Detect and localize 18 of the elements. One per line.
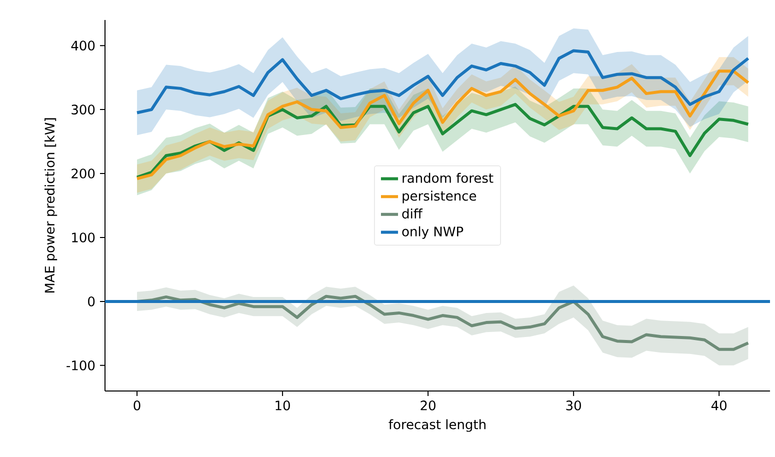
legend-label: persistence: [402, 190, 476, 204]
legend-label: random forest: [402, 172, 494, 183]
y-tick-label: -100: [66, 360, 95, 370]
y-axis-title: MAE power prediction [kW]: [44, 118, 58, 293]
line-series: [136, 49, 750, 114]
y-tick-label: 300: [72, 104, 95, 114]
x-tick-label: 30: [566, 400, 581, 410]
y-tick-label: 400: [71, 40, 95, 50]
y-tick-label: 100: [72, 232, 95, 242]
x-tick-label: 40: [711, 400, 726, 410]
y-tick-label: 0: [88, 296, 95, 306]
legend-label: diff: [402, 208, 423, 219]
x-tick-label: 20: [420, 400, 436, 410]
x-tick-label: 10: [276, 400, 290, 410]
x-tick-label: 0: [134, 400, 140, 410]
x-axis-title: forecast length: [388, 419, 486, 432]
legend-label: only NWP: [402, 226, 464, 239]
y-tick-label: 200: [72, 168, 95, 178]
